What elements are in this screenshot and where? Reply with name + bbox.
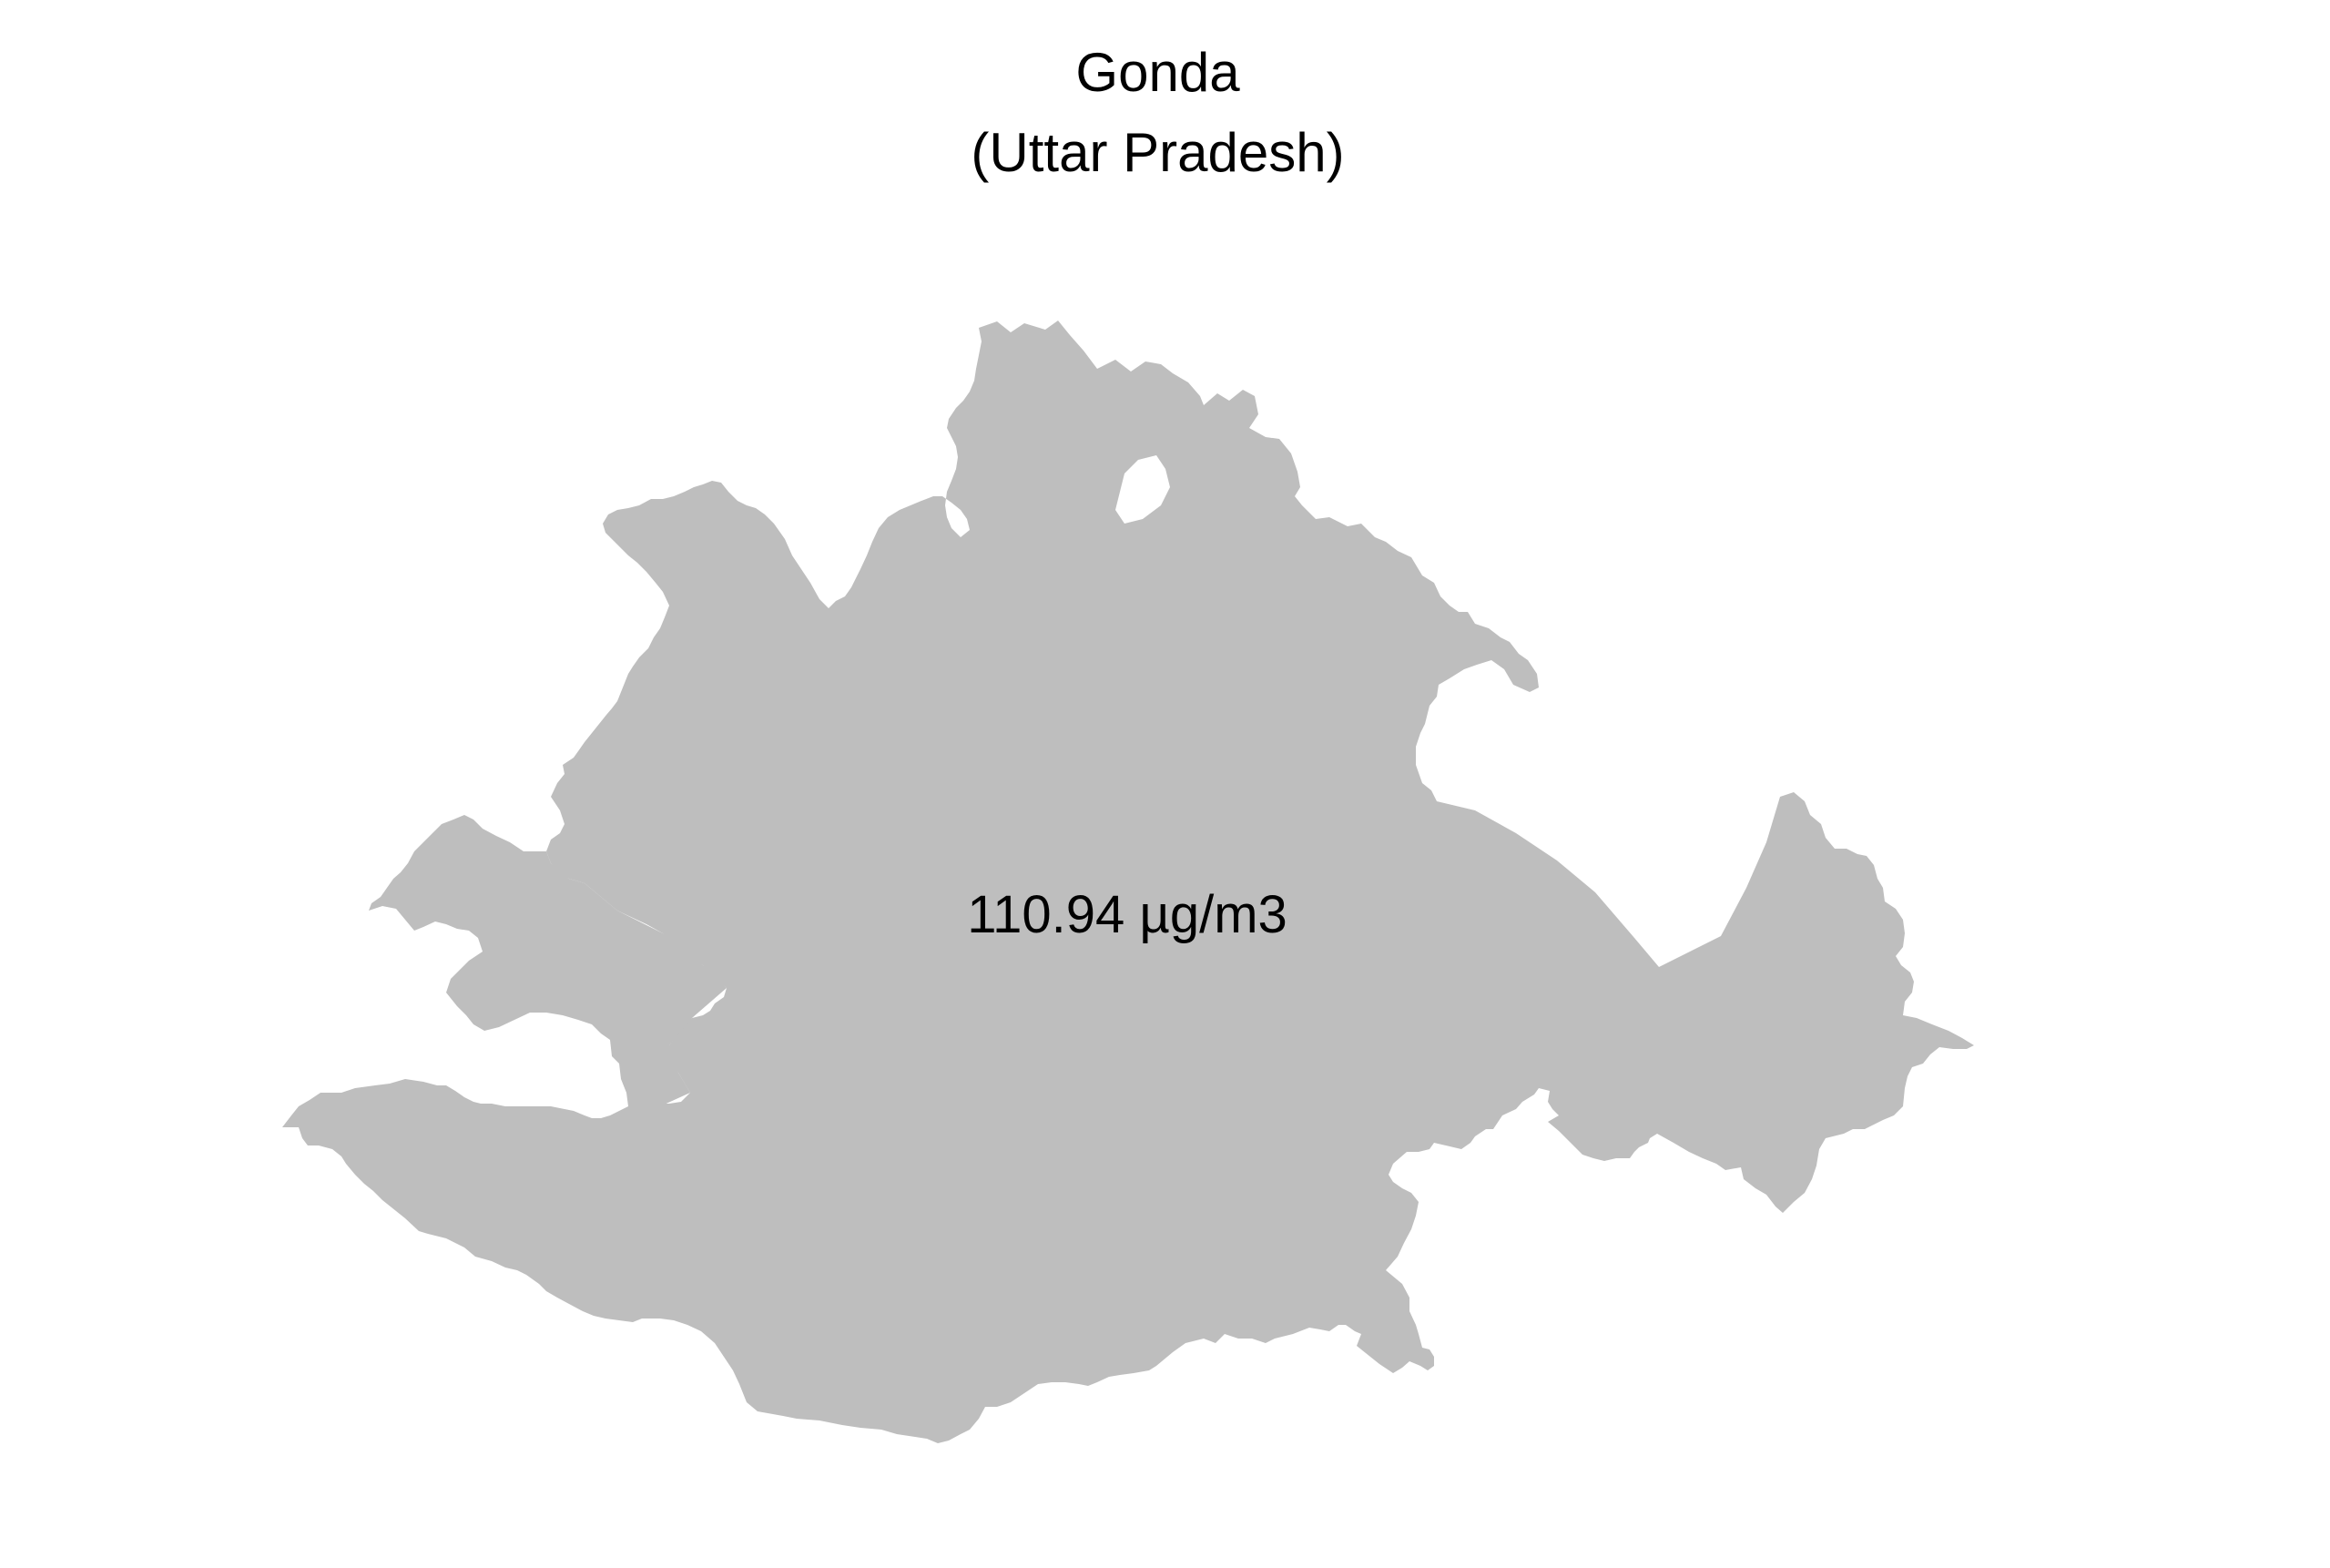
map-subtitle: (Uttar Pradesh) — [971, 122, 1345, 183]
district-shape-outline-fill — [369, 815, 727, 1111]
district-shape-gonda — [282, 321, 1974, 1443]
map-title: Gonda — [1075, 42, 1240, 103]
district-value-text: 110.94 µg/m3 — [967, 885, 1287, 944]
